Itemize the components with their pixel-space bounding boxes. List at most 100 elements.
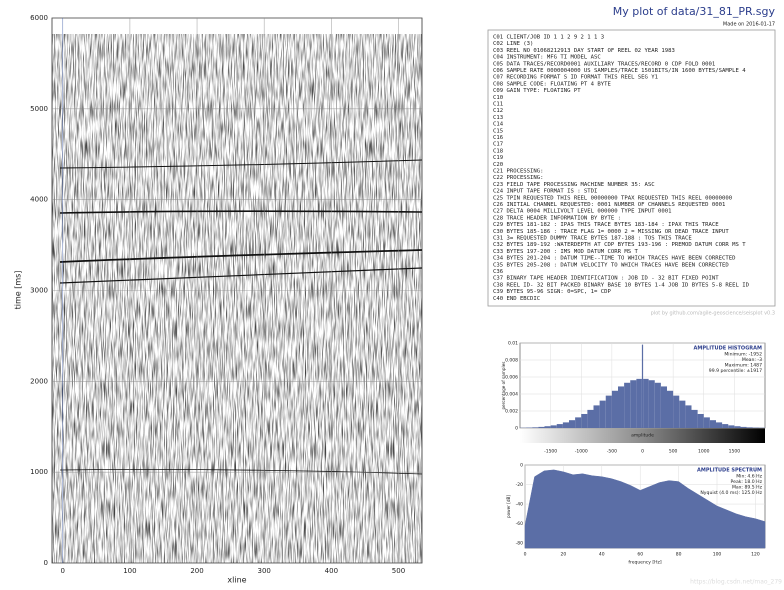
x-tick-label: 500 [669,449,678,455]
bar [728,425,735,428]
bar [550,425,557,428]
y-tick-label: 5000 [30,105,48,113]
bar [746,427,753,428]
header-line: C02 LINE (3) [493,41,533,47]
panel-title: AMPLITUDE HISTOGRAM [694,346,762,352]
bar [562,422,569,428]
header-line: C40 END EBCDIC [493,296,540,302]
annotation: Nyquist (4.0 ms): 125.0 Hz [700,490,762,496]
header-line: C13 [493,115,503,121]
annotation: Minimum: -1952 [724,352,762,358]
bar [618,386,625,428]
header-line: C27 DELTA 0004 MILLIVOLT LEVEL 000000 TY… [493,209,672,215]
bar [605,395,612,428]
bar [716,422,723,428]
bar [532,427,539,428]
x-tick-label: 0 [641,449,644,455]
header-line: C39 BYTES 95-96 SIGN: 0=SPC, 1= CDP [493,289,612,295]
header-line: C14 [493,122,504,128]
header-line: C10 [493,95,503,101]
y-tick-label: 0.008 [505,358,518,364]
header-line: C30 BYTES 185-186 : TRACE FLAG 1= 0000 2… [493,229,729,235]
reflectors [59,159,423,475]
annotation: 99.9 percentile: ±1917 [709,368,762,374]
y-tick-label: 6000 [30,14,48,22]
y-tick-label: 0.006 [505,375,518,381]
y-tick-label: 4000 [30,196,48,204]
header-line: C20 [493,162,503,168]
header-line: C23 FIELD TAPE PROCESSING MACHINE NUMBER… [493,182,655,188]
made-on: Made on 2016-01-17 [723,22,775,28]
header-line: C09 GAIN TYPE: FLOATING PT [493,88,581,94]
bar [685,405,692,428]
bar [697,413,704,428]
y-axis-label: percentage of samples [501,362,506,410]
x-tick-label: 300 [258,567,271,575]
header-line: C28 TRACE HEADER INFORMATION BY BYTE : [493,215,621,221]
header-line: C21 PROCESSING: [493,169,544,175]
x-tick-label: 40 [599,552,605,558]
header-line: C01 CLIENT/JOB ID 1 1 2 9 2 1 1 3 [493,35,604,41]
header-line: C18 [493,148,504,154]
x-tick-label: 80 [676,552,682,558]
header-line: C37 BINARY TAPE HEADER IDENTIFICATION : … [493,276,719,282]
bar [624,382,631,428]
y-tick-label: -80 [516,541,523,547]
x-axis-label: frequency [Hz] [628,560,662,566]
bar [593,405,600,428]
y-tick-label: 3000 [30,287,48,295]
header-line: C34 BYTES 201-204 : DATUM TIME--TIME TO … [493,256,736,262]
annotation: Maximum: 1487 [725,363,762,369]
header-line: C24 INPUT TAPE FORMAT IS : STDI [493,189,597,195]
bar [740,426,747,428]
x-tick-label: -1000 [575,449,588,455]
y-axis-label: power [dB] [506,495,511,518]
spectrum-area [524,469,766,549]
bar [630,380,637,428]
x-tick-label: 60 [637,552,643,558]
x-tick-label: 100 [123,567,136,575]
reflector [59,249,423,263]
header-line: C19 [493,155,503,161]
bar [648,380,655,428]
x-tick-label: 20 [561,552,567,558]
y-tick-label: 0 [515,426,518,432]
x-tick-label: 400 [325,567,338,575]
header-line: C31 3= REQUESTED DUMMY TRACE BYTES 187-1… [493,236,692,242]
header-line: C16 [493,135,503,141]
x-tick-label: -1500 [544,449,557,455]
credit: plot by github.com/agile-geoscience/seis… [651,311,775,317]
header-line: C11 [493,102,503,108]
bar [538,426,545,428]
x-tick-label: 100 [713,552,722,558]
x-tick-label: 0 [524,552,527,558]
annotation: Max: 89.5 Hz [732,485,763,491]
header-line: C07 RECORDING FORMAT S ID FORMAT THIS RE… [493,75,658,81]
y-tick-label: 0.01 [508,341,518,347]
bar [660,386,667,428]
annotation: Min: 4.6 Hz [736,474,762,480]
bar [673,395,680,428]
header-line: C12 [493,108,503,114]
header-line: C03 REEL NO 01068212913 DAY START OF REE… [493,48,675,54]
y-axis-label: time [ms] [14,271,23,310]
colorbar [520,428,765,443]
annotation: Mean: -3 [742,357,762,363]
header-line: C08 SAMPLE CODE: FLOATING PT 4 BYTE [493,81,612,87]
y-tick-label: -60 [516,521,523,527]
bar [581,413,588,428]
bar [679,400,686,428]
header-line: C22 PROCESSING: [493,175,544,181]
header-box [487,29,776,307]
bar [667,390,674,428]
header-line: C38 REEL ID- 32 BIT PACKED BINARY BASE 1… [493,282,750,288]
y-tick-label: 0.002 [505,409,518,415]
y-tick-label: 2000 [30,377,48,385]
header-line: C17 [493,142,503,148]
seismic-image [52,34,422,563]
y-tick-label: 0 [44,559,48,567]
bar [709,420,716,428]
reflector [59,210,423,214]
x-tick-label: 1500 [729,449,741,455]
